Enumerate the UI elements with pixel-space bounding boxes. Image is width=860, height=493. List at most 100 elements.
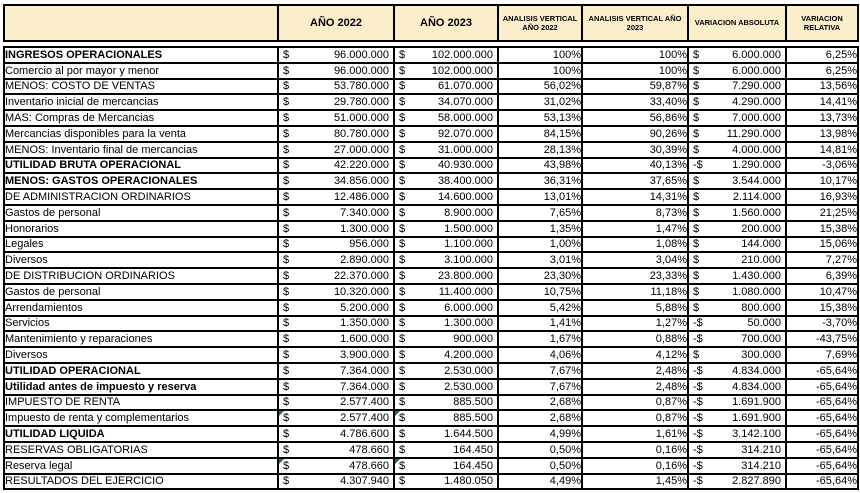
cell-y2022[interactable]: $10.320.000 xyxy=(277,282,395,301)
cell-y2023[interactable]: $2.530.000 xyxy=(393,377,499,396)
row-label[interactable]: Diversos xyxy=(3,251,279,270)
row-label[interactable]: MENOS: Inventario final de mercancias xyxy=(3,140,279,159)
cell-variacion-relativa[interactable]: -65,64% xyxy=(785,472,859,491)
cell-y2023[interactable]: $1.500.000 xyxy=(393,219,499,238)
cell-y2023[interactable]: $102.000.000 xyxy=(393,61,499,80)
cell-variacion-absoluta[interactable]: $7.290.000 xyxy=(687,77,787,96)
cell-y2022[interactable]: $96.000.000 xyxy=(277,61,395,80)
cell-variacion-absoluta[interactable]: $800.000 xyxy=(687,298,787,317)
row-label[interactable]: MENOS: COSTO DE VENTAS xyxy=(3,77,279,96)
cell-variacion-relativa[interactable]: -65,64% xyxy=(785,393,859,412)
cell-vertical-analysis-2023[interactable]: 11,18% xyxy=(581,282,689,301)
cell-variacion-relativa[interactable]: 13,73% xyxy=(785,109,859,127)
cell-vertical-analysis-2023[interactable]: 0,87% xyxy=(581,393,689,412)
cell-variacion-absoluta[interactable]: $4.000.000 xyxy=(687,140,787,159)
row-label[interactable]: Utilidad antes de impuesto y reserva xyxy=(3,377,279,396)
row-label[interactable]: DE DISTRIBUCION ORDINARIOS xyxy=(3,267,279,285)
cell-y2023[interactable]: $3.100.000 xyxy=(393,251,499,270)
cell-vertical-analysis-2022[interactable]: 1,35% xyxy=(497,219,583,238)
cell-y2022[interactable]: $22.370.000 xyxy=(277,267,395,285)
cell-variacion-relativa[interactable]: 13,56% xyxy=(785,77,859,96)
cell-variacion-absoluta[interactable]: $1.560.000 xyxy=(687,203,787,222)
cell-variacion-relativa[interactable]: -65,64% xyxy=(785,456,859,475)
cell-vertical-analysis-2023[interactable]: 3,04% xyxy=(581,251,689,270)
cell-vertical-analysis-2022[interactable]: 53,13% xyxy=(497,109,583,127)
cell-vertical-analysis-2022[interactable]: 100% xyxy=(497,46,583,64)
row-label[interactable]: UTILIDAD OPERACIONAL xyxy=(3,361,279,380)
cell-y2023[interactable]: $4.200.000 xyxy=(393,346,499,364)
cell-variacion-absoluta[interactable]: -$ 2.827.890 xyxy=(687,472,787,491)
cell-y2023[interactable]: $31.000.000 xyxy=(393,140,499,159)
cell-variacion-absoluta[interactable]: $210.000 xyxy=(687,251,787,270)
cell-vertical-analysis-2023[interactable]: 37,65% xyxy=(581,172,689,191)
cell-vertical-analysis-2022[interactable]: 0,50% xyxy=(497,456,583,475)
cell-vertical-analysis-2022[interactable]: 13,01% xyxy=(497,188,583,206)
row-label[interactable]: Gastos de personal xyxy=(3,282,279,301)
cell-vertical-analysis-2022[interactable]: 1,67% xyxy=(497,330,583,349)
cell-vertical-analysis-2022[interactable]: 4,49% xyxy=(497,472,583,491)
cell-y2023[interactable]: $164.450 xyxy=(393,440,499,459)
cell-variacion-absoluta[interactable]: $2.114.000 xyxy=(687,188,787,206)
header-vertical-analysis-2023[interactable]: ANALISIS VERTICAL AÑO 2023 xyxy=(581,4,689,42)
cell-y2023[interactable]: $38.400.000 xyxy=(393,172,499,191)
header-blank-cell[interactable] xyxy=(3,4,279,42)
cell-y2022[interactable]: $51.000.000 xyxy=(277,109,395,127)
cell-y2023[interactable]: $23.800.000 xyxy=(393,267,499,285)
cell-variacion-relativa[interactable]: 16,93% xyxy=(785,188,859,206)
cell-y2023[interactable]: $61.070.000 xyxy=(393,77,499,96)
row-label[interactable]: MENOS: GASTOS OPERACIONALES xyxy=(3,172,279,191)
cell-y2023[interactable]: $102.000.000 xyxy=(393,46,499,64)
cell-vertical-analysis-2022[interactable]: 4,06% xyxy=(497,346,583,364)
cell-vertical-analysis-2023[interactable]: 23,33% xyxy=(581,267,689,285)
cell-y2022[interactable]: $34.856.000 xyxy=(277,172,395,191)
cell-variacion-relativa[interactable]: -65,64% xyxy=(785,440,859,459)
cell-variacion-relativa[interactable]: 13,98% xyxy=(785,124,859,143)
cell-vertical-analysis-2023[interactable]: 14,31% xyxy=(581,188,689,206)
cell-vertical-analysis-2022[interactable]: 7,67% xyxy=(497,377,583,396)
cell-y2023[interactable]: $1.300.000 xyxy=(393,314,499,333)
cell-y2022[interactable]: $12.486.000 xyxy=(277,188,395,206)
cell-vertical-analysis-2023[interactable]: 100% xyxy=(581,46,689,64)
cell-y2023[interactable]: $6.000.000 xyxy=(393,298,499,317)
cell-variacion-absoluta[interactable]: $3.544.000 xyxy=(687,172,787,191)
cell-variacion-relativa[interactable]: 7,27% xyxy=(785,251,859,270)
cell-y2023[interactable]: $1.100.000 xyxy=(393,235,499,254)
cell-y2023[interactable]: $40.930.000 xyxy=(393,156,499,175)
cell-vertical-analysis-2022[interactable]: 84,15% xyxy=(497,124,583,143)
cell-vertical-analysis-2023[interactable]: 2,48% xyxy=(581,361,689,380)
cell-variacion-absoluta[interactable]: -$ 1.290.000 xyxy=(687,156,787,175)
cell-y2022[interactable]: $1.300.000 xyxy=(277,219,395,238)
cell-y2023[interactable]: $885.500 xyxy=(393,393,499,412)
cell-vertical-analysis-2023[interactable]: 100% xyxy=(581,61,689,80)
cell-y2023[interactable]: $34.070.000 xyxy=(393,93,499,112)
cell-vertical-analysis-2022[interactable]: 4,99% xyxy=(497,425,583,443)
header-year-2022[interactable]: AÑO 2022 xyxy=(277,4,395,42)
cell-y2022[interactable]: $4.307.940 xyxy=(277,472,395,491)
cell-vertical-analysis-2022[interactable]: 2,68% xyxy=(497,393,583,412)
cell-y2023[interactable]: $2.530.000 xyxy=(393,361,499,380)
cell-vertical-analysis-2023[interactable]: 1,47% xyxy=(581,219,689,238)
cell-variacion-relativa[interactable]: -43,75% xyxy=(785,330,859,349)
cell-y2023[interactable]: $164.450 xyxy=(393,456,499,475)
cell-y2022[interactable]: $478.660 xyxy=(277,456,395,475)
row-label[interactable]: Diversos xyxy=(3,346,279,364)
cell-variacion-absoluta[interactable]: $6.000.000 xyxy=(687,61,787,80)
cell-y2022[interactable]: $7.364.000 xyxy=(277,361,395,380)
cell-y2022[interactable]: $2.890.000 xyxy=(277,251,395,270)
row-label[interactable]: Gastos de personal xyxy=(3,203,279,222)
cell-vertical-analysis-2023[interactable]: 0,16% xyxy=(581,456,689,475)
cell-vertical-analysis-2022[interactable]: 23,30% xyxy=(497,267,583,285)
cell-variacion-absoluta[interactable]: $1.080.000 xyxy=(687,282,787,301)
cell-y2023[interactable]: $92.070.000 xyxy=(393,124,499,143)
row-label[interactable]: Honorarios xyxy=(3,219,279,238)
cell-y2022[interactable]: $1.600.000 xyxy=(277,330,395,349)
cell-variacion-relativa[interactable]: 15,38% xyxy=(785,219,859,238)
cell-variacion-absoluta[interactable]: $7.000.000 xyxy=(687,109,787,127)
cell-variacion-relativa[interactable]: 7,69% xyxy=(785,346,859,364)
cell-vertical-analysis-2022[interactable]: 56,02% xyxy=(497,77,583,96)
cell-vertical-analysis-2022[interactable]: 28,13% xyxy=(497,140,583,159)
row-label[interactable]: Arrendamientos xyxy=(3,298,279,317)
cell-variacion-absoluta[interactable]: -$ 50.000 xyxy=(687,314,787,333)
cell-variacion-relativa[interactable]: 15,06% xyxy=(785,235,859,254)
row-label[interactable]: RESERVAS OBLIGATORIAS xyxy=(3,440,279,459)
